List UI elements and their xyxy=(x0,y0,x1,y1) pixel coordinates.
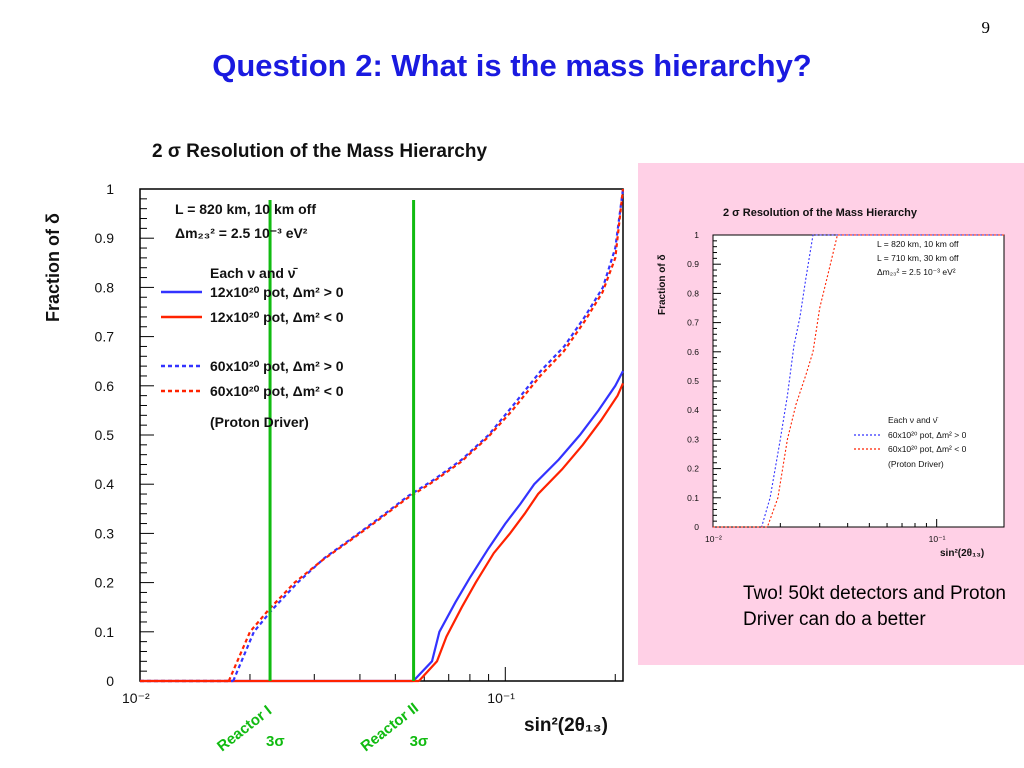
main-y-tick-label: 0.6 xyxy=(95,378,115,394)
annotation-baseline: L = 820 km, 10 km off xyxy=(175,201,316,217)
main-y-tick-label: 0.5 xyxy=(95,427,115,443)
main-y-tick-label: 0.7 xyxy=(95,329,115,345)
main-series-line-3 xyxy=(227,188,625,682)
inset-y-tick-label: 0 xyxy=(694,522,699,532)
chart-title: 2 σ Resolution of the Mass Hierarchy xyxy=(152,141,487,162)
inset-legend-label-1: 60x10²⁰ pot, Δm² < 0 xyxy=(888,444,967,454)
inset-y-axis-label: Fraction of δ xyxy=(657,254,668,315)
main-y-tick-label: 0.3 xyxy=(95,525,115,541)
main-y-tick-label: 0.1 xyxy=(95,624,115,640)
main-y-tick-label: 0.8 xyxy=(95,279,115,295)
inset-y-tick-label: 0.9 xyxy=(687,259,699,269)
reactor-marker-sublabel-2: 3σ xyxy=(410,733,429,750)
annotation-proton-driver: (Proton Driver) xyxy=(210,414,309,430)
y-axis-label: Fraction of δ xyxy=(43,213,63,322)
inset-annotation-4: Each ν and ν̄ xyxy=(888,415,939,425)
main-x-tick-label: 10⁻² xyxy=(122,690,150,706)
main-series-line-0 xyxy=(412,370,624,682)
main-y-tick-label: 0.2 xyxy=(95,575,115,591)
legend-label-0: 12x10²⁰ pot, Δm² > 0 xyxy=(210,284,344,300)
legend-label-2: 60x10²⁰ pot, Δm² > 0 xyxy=(210,358,344,374)
inset-annotation-2: L = 710 km, 30 km off xyxy=(877,253,959,263)
main-y-tick-label: 0.4 xyxy=(95,476,115,492)
inset-plot-frame xyxy=(712,234,1005,528)
inset-x-tick-label: 10⁻¹ xyxy=(929,534,946,544)
inset-y-tick-label: 0.1 xyxy=(687,493,699,503)
legend-label-1: 12x10²⁰ pot, Δm² < 0 xyxy=(210,309,344,325)
main-series-line-1 xyxy=(418,382,625,682)
slide-number: 9 xyxy=(981,18,991,37)
inset-annotation-1: L = 820 km, 10 km off xyxy=(877,239,959,249)
inset-annotation-3: Δm₂₃² = 2.5 10⁻³ eV² xyxy=(877,267,956,277)
reactor-marker-sublabel-1: 3σ xyxy=(266,733,285,750)
panel-caption: Two! 50kt detectors and Proton Driver ca… xyxy=(743,583,1006,630)
inset-y-tick-label: 0.7 xyxy=(687,318,699,328)
inset-y-tick-label: 0.2 xyxy=(687,464,699,474)
inset-chart-title: 2 σ Resolution of the Mass Hierarchy xyxy=(723,207,918,219)
inset-y-tick-label: 1 xyxy=(694,230,699,240)
inset-y-tick-label: 0.4 xyxy=(687,405,699,415)
inset-y-tick-label: 0.6 xyxy=(687,347,699,357)
inset-legend-label-0: 60x10²⁰ pot, Δm² > 0 xyxy=(888,430,967,440)
main-y-tick-label: 0 xyxy=(106,673,114,689)
inset-annotation-5: (Proton Driver) xyxy=(888,459,944,469)
main-y-tick-label: 0.9 xyxy=(95,230,115,246)
slide-title: Question 2: What is the mass hierarchy? xyxy=(212,48,812,83)
inset-y-tick-label: 0.3 xyxy=(687,434,699,444)
inset-x-tick-label: 10⁻² xyxy=(705,534,722,544)
main-series-line-2 xyxy=(232,188,625,682)
legend-label-3: 60x10²⁰ pot, Δm² < 0 xyxy=(210,383,344,399)
main-x-tick-label: 10⁻¹ xyxy=(487,690,515,706)
inset-y-tick-label: 0.8 xyxy=(687,288,699,298)
inset-y-tick-label: 0.5 xyxy=(687,376,699,386)
inset-x-axis-label: sin²(2θ₁₃) xyxy=(940,548,984,559)
annotation-each: Each ν and ν̄ xyxy=(210,265,299,281)
annotation-dm: Δm₂₃² = 2.5 10⁻³ eV² xyxy=(175,225,308,241)
x-axis-label: sin²(2θ₁₃) xyxy=(524,715,608,736)
main-y-tick-label: 1 xyxy=(106,181,114,197)
